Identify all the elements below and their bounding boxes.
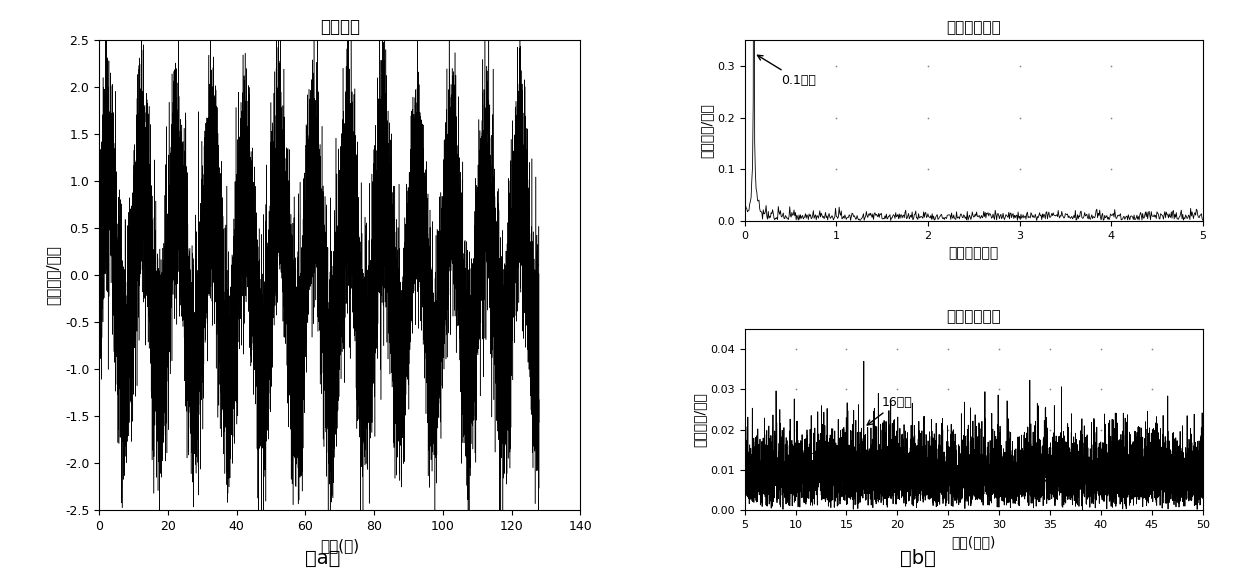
Text: 0.1赫兹: 0.1赫兹 bbox=[758, 55, 816, 87]
Title: 低频部分频谱: 低频部分频谱 bbox=[946, 20, 1001, 35]
Text: （b）: （b） bbox=[900, 550, 935, 568]
Text: 16赫兹: 16赫兹 bbox=[867, 395, 913, 425]
Y-axis label: 幅値（度/秒）: 幅値（度/秒） bbox=[46, 245, 61, 305]
Text: 33赫兹: 33赫兹 bbox=[1038, 448, 1086, 489]
Y-axis label: 幅値（度/秒）: 幅値（度/秒） bbox=[699, 103, 713, 158]
X-axis label: 频率（赫兹）: 频率（赫兹） bbox=[949, 246, 999, 260]
Text: 8赫兹: 8赫兹 bbox=[787, 452, 816, 484]
Y-axis label: 幅値（度/秒）: 幅値（度/秒） bbox=[692, 392, 706, 447]
Title: 高频部分频谱: 高频部分频谱 bbox=[946, 309, 1001, 324]
X-axis label: 频率(赫兹): 频率(赫兹) bbox=[951, 535, 996, 550]
Text: （a）: （a） bbox=[305, 550, 340, 568]
X-axis label: 时间(秒): 时间(秒) bbox=[320, 538, 360, 554]
Title: 混叠信号: 混叠信号 bbox=[320, 18, 360, 36]
